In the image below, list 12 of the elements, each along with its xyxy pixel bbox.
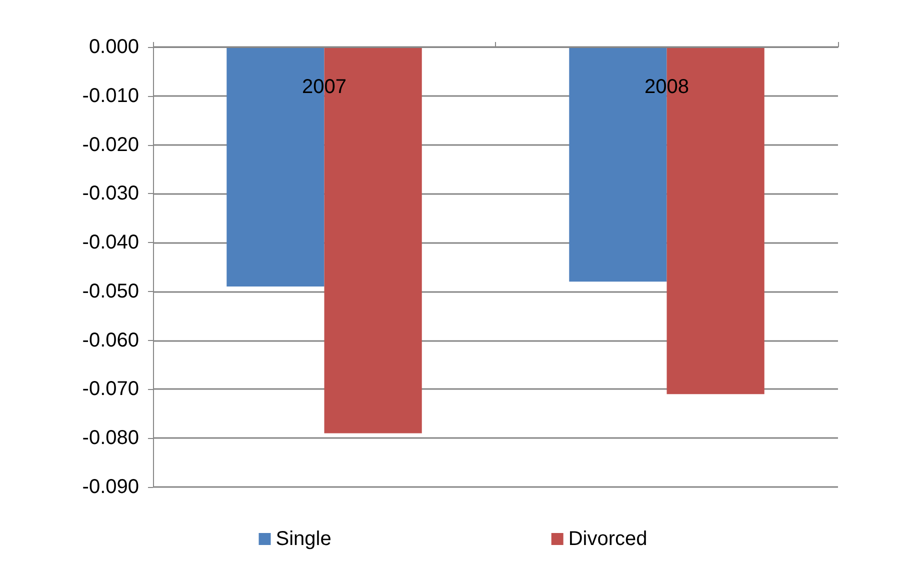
y-tick-label: 0.000 xyxy=(88,36,139,58)
y-tick-label: -0.020 xyxy=(82,134,139,156)
y-tick-label: -0.090 xyxy=(82,476,139,498)
y-tick-label: -0.030 xyxy=(82,182,139,205)
y-tick-label: -0.070 xyxy=(82,378,139,400)
y-tick-label: -0.010 xyxy=(82,84,139,107)
legend-label: Divorced xyxy=(568,528,648,550)
y-tick-label: -0.050 xyxy=(82,280,139,302)
legend-label: Single xyxy=(276,528,332,550)
y-tick-label: -0.040 xyxy=(82,232,139,254)
y-tick-label: -0.080 xyxy=(82,427,139,450)
y-tick-label: -0.060 xyxy=(82,329,139,352)
